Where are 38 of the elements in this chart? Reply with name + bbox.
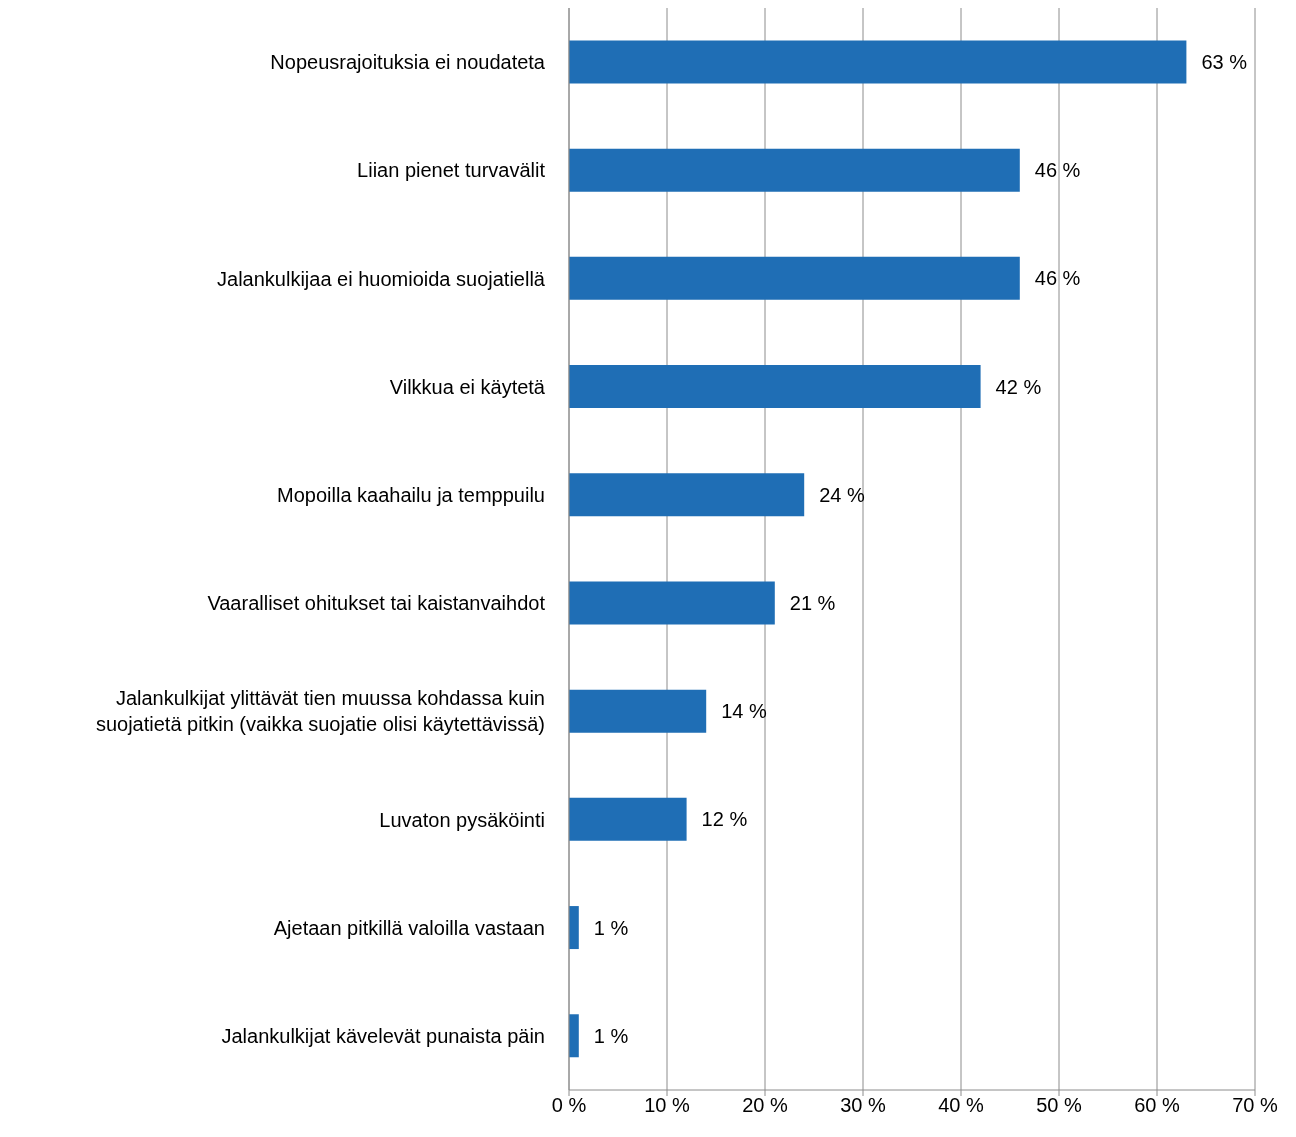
y-tick-label: Vaaralliset ohitukset tai kaistanvaihdot [207, 592, 546, 615]
bar [569, 473, 805, 517]
bar [569, 797, 687, 841]
bar [569, 689, 707, 733]
data-label: 46 % [1034, 267, 1081, 290]
data-label: 1 % [593, 1024, 629, 1047]
x-tick-label: 60 % [1134, 1094, 1181, 1117]
bar [569, 256, 1020, 300]
y-tick-label: Jalankulkijat kävelevät punaista päin [221, 1024, 545, 1047]
y-tick-label: Nopeusrajoituksia ei noudateta [270, 51, 546, 74]
data-label: 12 % [701, 808, 748, 831]
x-tick-label: 40 % [938, 1094, 985, 1117]
x-tick-label: 0 % [551, 1094, 587, 1117]
data-label: 21 % [789, 591, 836, 614]
x-tick-label: 30 % [840, 1094, 887, 1117]
y-tick-label: Mopoilla kaahailu ja temppuilu [277, 483, 545, 506]
bar [569, 40, 1187, 84]
bar [569, 906, 579, 950]
bar [569, 365, 981, 409]
y-tick-label: Jalankulkijat ylittävät tien muussa kohdassa kuin suojatietä pitkin (vaikka suojatie olisi käytettävissä) [95, 687, 545, 736]
bar [569, 1014, 579, 1058]
y-tick-label: Jalankulkijaa ei huomioida suojatiellä [217, 267, 546, 290]
data-label: 63 % [1201, 50, 1248, 73]
x-tick-label: 70 % [1232, 1094, 1279, 1117]
x-tick-label: 10 % [644, 1094, 691, 1117]
bar [569, 581, 775, 625]
x-tick-label: 20 % [742, 1094, 789, 1117]
data-label: 42 % [995, 375, 1042, 398]
data-label: 46 % [1034, 159, 1081, 182]
y-tick-label: Luvaton pysäköinti [379, 808, 545, 831]
data-label: 1 % [593, 916, 629, 939]
bar [569, 148, 1020, 192]
y-tick-label: Ajetaan pitkillä valoilla vastaan [273, 916, 545, 939]
x-tick-label: 50 % [1036, 1094, 1083, 1117]
y-tick-label: Vilkkua ei käytetä [389, 375, 546, 398]
data-label: 24 % [819, 483, 865, 506]
data-label: 14 % [721, 700, 767, 723]
y-tick-label: Liian pienet turvavälit [357, 159, 546, 182]
